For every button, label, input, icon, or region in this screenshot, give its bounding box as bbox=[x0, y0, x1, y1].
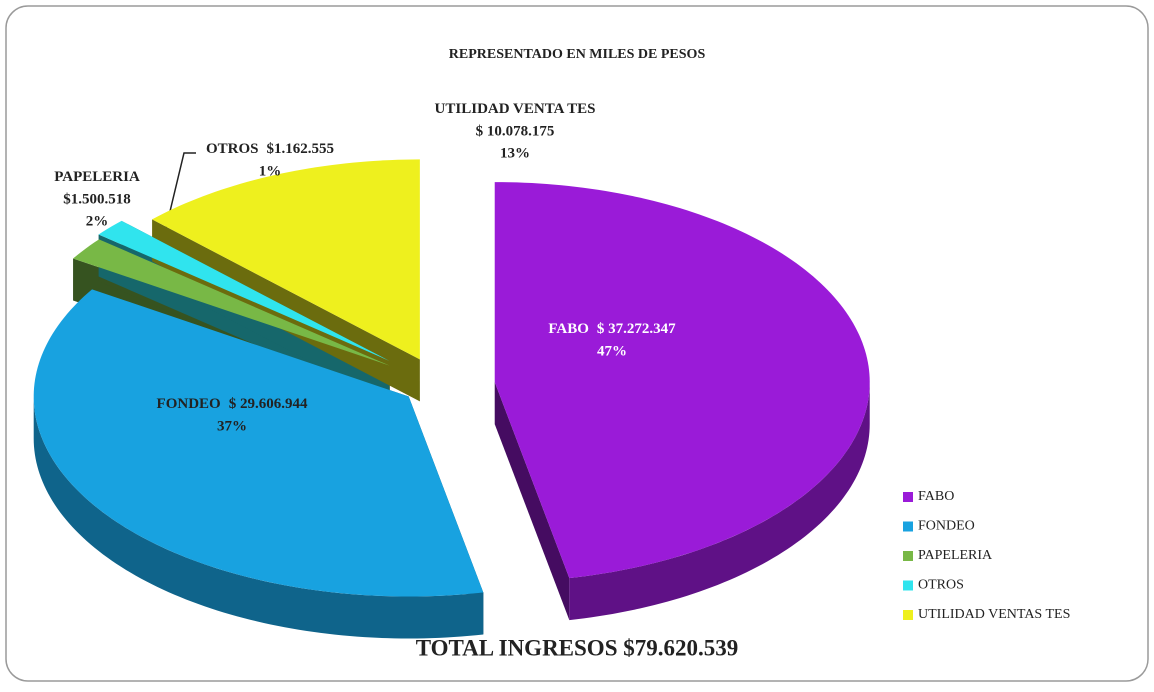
value-label: $ 10.078.175 bbox=[476, 123, 555, 139]
legend-label: FONDEO bbox=[918, 519, 975, 534]
legend-label: FABO bbox=[918, 489, 954, 504]
legend: FABO FONDEO PAPELERIA OTROS UTILIDAD VENTAS … bbox=[903, 489, 1070, 622]
slice bbox=[33, 289, 484, 597]
label-name: UTILIDAD VENTA TES bbox=[435, 101, 596, 117]
chart-title: REPRESENTADO EN MILES DE PESOS bbox=[449, 47, 706, 62]
legend-swatch bbox=[903, 551, 913, 561]
legend-label: OTROS bbox=[918, 578, 964, 593]
data-label: FABO $ 37.272.347 bbox=[548, 321, 676, 337]
percent-label: 1% bbox=[259, 163, 282, 179]
legend-swatch bbox=[903, 492, 913, 502]
legend-swatch bbox=[903, 521, 913, 532]
pie bbox=[33, 159, 870, 639]
label-name: FONDEO bbox=[157, 396, 221, 412]
slice bbox=[494, 182, 870, 579]
value-label: $1.500.518 bbox=[63, 191, 131, 207]
legend-label: PAPELERIA bbox=[918, 548, 993, 563]
value-label: $ 37.272.347 bbox=[597, 321, 676, 337]
data-label: OTROS $1.162.555 bbox=[206, 141, 334, 157]
slice-side bbox=[33, 396, 484, 639]
legend-swatch bbox=[903, 580, 913, 591]
data-label: PAPELERIA bbox=[54, 169, 140, 185]
slice bbox=[152, 159, 420, 360]
slice-wall bbox=[494, 382, 570, 621]
percent-label: 47% bbox=[597, 343, 627, 359]
slice bbox=[98, 220, 390, 361]
data-label: UTILIDAD VENTA TES bbox=[435, 101, 596, 117]
legend-label: UTILIDAD VENTAS TES bbox=[918, 607, 1070, 622]
label-name: OTROS bbox=[206, 141, 259, 157]
slice-side bbox=[569, 382, 870, 621]
percent-label: 13% bbox=[500, 145, 530, 161]
value-label: $1.162.555 bbox=[267, 141, 335, 157]
total-label: TOTAL INGRESOS $79.620.539 bbox=[416, 635, 739, 660]
percent-label: 37% bbox=[217, 418, 247, 434]
label-name: FABO bbox=[548, 321, 589, 337]
percent-label: 2% bbox=[86, 213, 109, 229]
label-name: PAPELERIA bbox=[54, 169, 140, 185]
value-label: $ 29.606.944 bbox=[229, 396, 308, 412]
legend-swatch bbox=[903, 610, 913, 620]
data-label: FONDEO $ 29.606.944 bbox=[157, 396, 308, 412]
leader-line bbox=[165, 152, 196, 229]
data-labels: FABO $ 37.272.347 47% FONDEO $ 29.606.944 37%… bbox=[54, 101, 676, 434]
slice bbox=[73, 239, 390, 366]
